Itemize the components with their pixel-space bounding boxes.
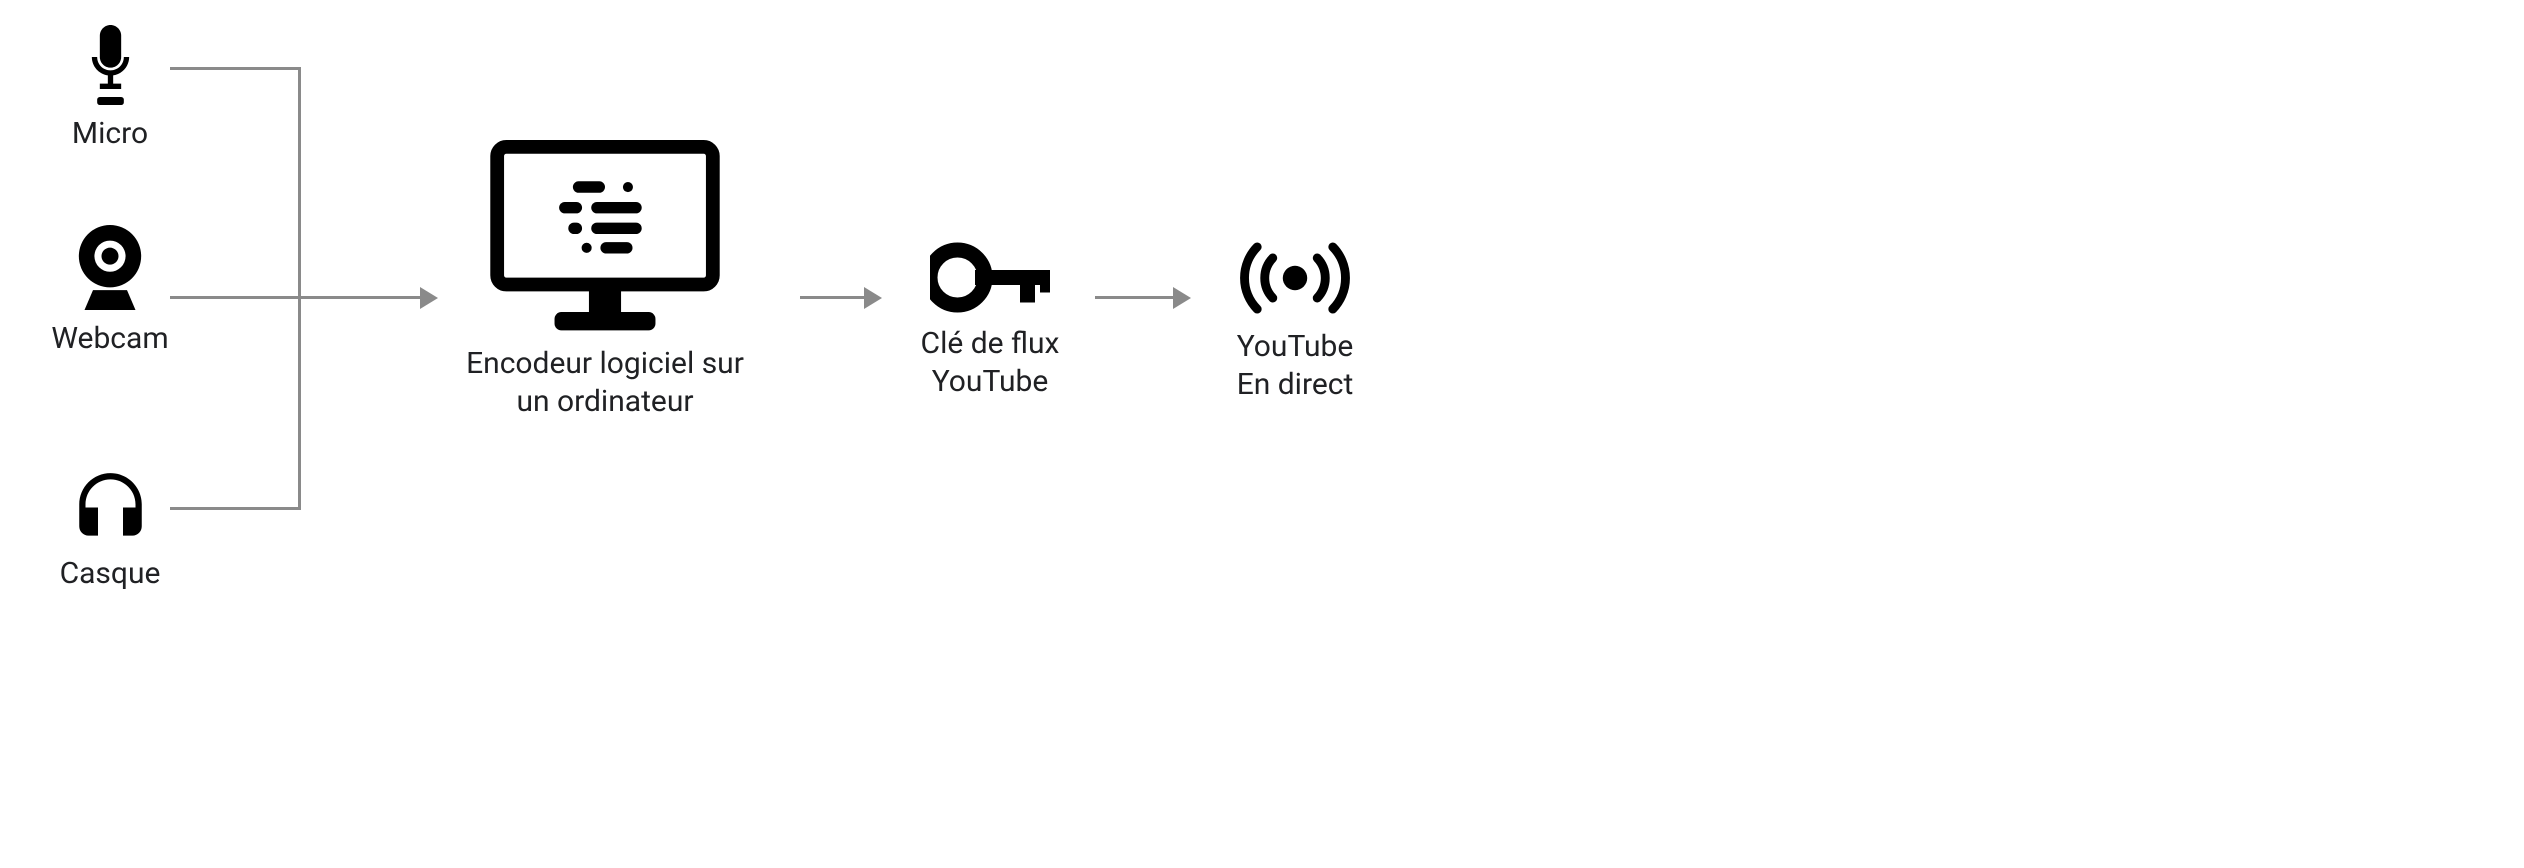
webcam-icon: [50, 225, 170, 310]
edge-headset-junction: [170, 507, 300, 510]
mic-icon: [55, 25, 165, 105]
node-youtube-live: YouTube En direct: [1205, 238, 1385, 403]
node-label: Encodeur logiciel sur un ordinateur: [450, 345, 760, 420]
node-label: Webcam: [50, 320, 170, 358]
node-label: Micro: [55, 115, 165, 153]
node-webcam: Webcam: [50, 225, 170, 358]
node-stream-key: Clé de flux YouTube: [895, 240, 1085, 400]
node-label: YouTube En direct: [1205, 328, 1385, 403]
edge-inputs-encoder: [170, 296, 422, 299]
key-icon: [895, 240, 1085, 315]
node-headset: Casque: [50, 470, 170, 593]
edge-junction-vertical: [298, 67, 301, 510]
arrow-inputs-encoder: [420, 287, 438, 309]
monitor-icon: [450, 140, 760, 335]
flowchart-canvas: Micro Webcam Casque: [0, 0, 2524, 868]
node-label: Casque: [50, 555, 170, 593]
node-encoder: Encodeur logiciel sur un ordinateur: [450, 140, 760, 420]
node-mic: Micro: [55, 25, 165, 153]
headset-icon: [50, 470, 170, 545]
edge-key-live: [1095, 296, 1175, 299]
broadcast-icon: [1205, 238, 1385, 318]
node-label: Clé de flux YouTube: [895, 325, 1085, 400]
arrow-encoder-key: [864, 287, 882, 309]
edge-mic-junction: [170, 67, 300, 70]
edge-encoder-key: [800, 296, 866, 299]
arrow-key-live: [1173, 287, 1191, 309]
